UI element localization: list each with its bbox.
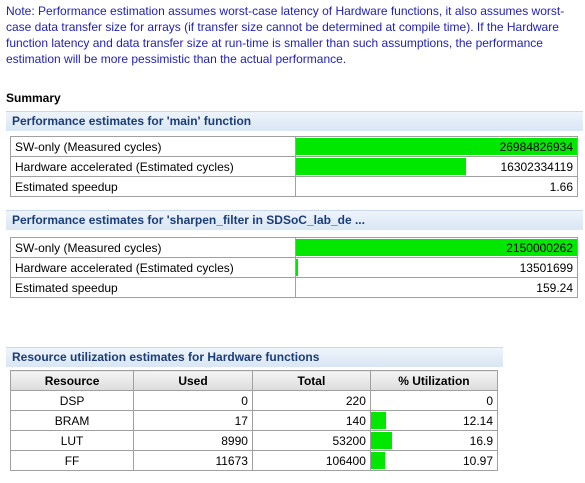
cell-text: 11673 xyxy=(215,453,248,468)
cell-text: 140 xyxy=(345,413,366,428)
cell: FF xyxy=(9,450,135,471)
cell-text: Estimated speedup xyxy=(15,179,118,194)
row: FF 11673 106400 10.97 xyxy=(9,450,499,471)
row: Estimated speedup 1.66 xyxy=(10,176,578,197)
row: DSP 0 220 0 xyxy=(9,390,499,411)
value-cell: 2150000262 xyxy=(295,237,578,258)
cell-text: 220 xyxy=(345,393,366,408)
bar xyxy=(296,158,466,175)
header-row: Resource Used Total% Utilization xyxy=(9,370,499,391)
column-header: Resource xyxy=(9,370,135,391)
cell: 53200 xyxy=(251,430,371,451)
label-cell: SW-only (Measured cycles) xyxy=(10,136,296,157)
column-header: Used xyxy=(133,370,253,391)
cell-text: 159.24 xyxy=(536,280,573,295)
cell-text: FF xyxy=(64,453,80,468)
section-title: Performance estimates for 'sharpen_filte… xyxy=(6,210,583,230)
column-header: Total xyxy=(251,370,371,391)
row: Hardware accelerated (Estimated cycles) 1… xyxy=(10,156,578,177)
column-header: % Utilization xyxy=(369,370,499,391)
cell-text: BRAM xyxy=(54,413,90,428)
cell-text: 16.9 xyxy=(469,433,493,448)
label-cell: Estimated speedup xyxy=(10,176,296,197)
perf-table: SW-only (Measured cycles) 26984826934 Hard… xyxy=(10,136,578,197)
row: SW-only (Measured cycles) 26984826934 xyxy=(10,136,578,157)
label-cell: Estimated speedup xyxy=(10,277,296,298)
cell: 0 xyxy=(369,390,499,411)
cell-text: 17 xyxy=(234,413,248,428)
cell-text: 2150000262 xyxy=(506,240,573,255)
heading: Summary xyxy=(6,91,61,105)
cell-text: Hardware accelerated (Estimated cycles) xyxy=(15,260,234,275)
note: Note: Performance estimation assumes wor… xyxy=(6,4,565,66)
row: Estimated speedup 159.24 xyxy=(10,277,578,298)
cell-text: Estimated speedup xyxy=(15,280,118,295)
value-cell: 13501699 xyxy=(295,257,578,278)
cell: 220 xyxy=(251,390,371,411)
value-cell: 159.24 xyxy=(295,277,578,298)
bar xyxy=(296,239,577,256)
bar xyxy=(296,138,577,155)
cell-text: 16302334119 xyxy=(500,159,573,174)
row: Hardware accelerated (Estimated cycles) 1… xyxy=(10,257,578,278)
cell-text: 8990 xyxy=(221,433,248,448)
label-cell: SW-only (Measured cycles) xyxy=(10,237,296,258)
row: LUT 8990 53200 16.9 xyxy=(9,430,499,451)
resource-table: Resource Used Total% Utilization DSP 0 220 0 BR… xyxy=(9,370,499,471)
value-cell: 16302334119 xyxy=(295,156,578,177)
perf-table: SW-only (Measured cycles) 2150000262 Hardw… xyxy=(10,237,578,298)
cell: 140 xyxy=(251,410,371,431)
cell-text: LUT xyxy=(60,433,84,448)
cell-text: DSP xyxy=(59,393,85,408)
cell: 16.9 xyxy=(369,430,499,451)
cell-text: 10.97 xyxy=(462,453,493,468)
cell: 106400 xyxy=(251,450,371,471)
cell: 12.14 xyxy=(369,410,499,431)
cell: 8990 xyxy=(133,430,253,451)
cell: DSP xyxy=(9,390,135,411)
cell-text: 53200 xyxy=(332,433,366,448)
row: BRAM 17 140 12.14 xyxy=(9,410,499,431)
cell-text: 26984826934 xyxy=(499,139,573,154)
cell-text: 0 xyxy=(241,393,248,408)
cell-text: 13501699 xyxy=(519,260,573,275)
bar xyxy=(296,259,298,276)
cell: 11673 xyxy=(133,450,253,471)
cell-text: SW-only (Measured cycles) xyxy=(15,240,162,255)
cell: 10.97 xyxy=(369,450,499,471)
bar xyxy=(370,432,393,449)
section-title: Performance estimates for 'main' functio… xyxy=(6,111,583,131)
bar xyxy=(370,412,387,429)
section-title: Resource utilization estimates for Hardw… xyxy=(6,347,503,367)
cell-text: SW-only (Measured cycles) xyxy=(15,139,162,154)
row: SW-only (Measured cycles) 2150000262 xyxy=(10,237,578,258)
cell-text: 12.14 xyxy=(462,413,493,428)
cell-text: 106400 xyxy=(325,453,366,468)
cell: 0 xyxy=(133,390,253,411)
cell-text: 1.66 xyxy=(549,179,573,194)
value-cell: 26984826934 xyxy=(295,136,578,157)
cell: BRAM xyxy=(9,410,135,431)
cell: 17 xyxy=(133,410,253,431)
label-cell: Hardware accelerated (Estimated cycles) xyxy=(10,156,296,177)
bar xyxy=(370,452,385,469)
cell-text: 0 xyxy=(486,393,493,408)
value-cell: 1.66 xyxy=(295,176,578,197)
cell: LUT xyxy=(9,430,135,451)
label-cell: Hardware accelerated (Estimated cycles) xyxy=(10,257,296,278)
cell-text: Hardware accelerated (Estimated cycles) xyxy=(15,159,234,174)
